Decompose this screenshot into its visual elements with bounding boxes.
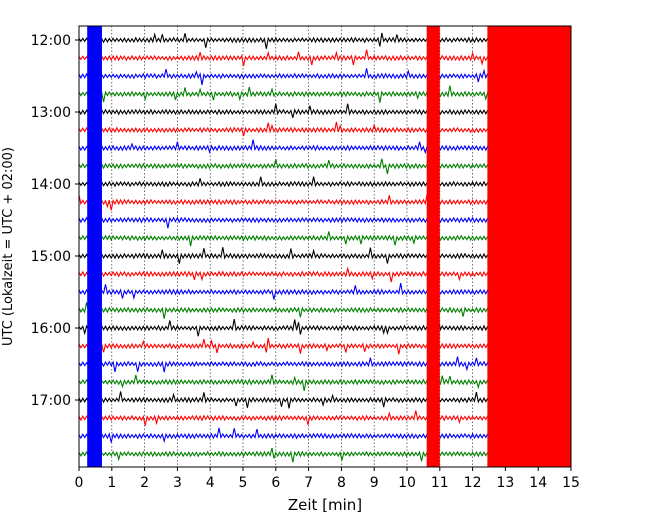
x-tick-label: 2 <box>140 475 149 491</box>
y-tick-label: 15:00 <box>31 249 71 265</box>
x-tick-label: 8 <box>337 475 346 491</box>
x-tick-label: 1 <box>107 475 116 491</box>
saturated-segments <box>87 26 571 467</box>
x-tick-label: 13 <box>496 475 514 491</box>
x-tick-label: 10 <box>398 475 416 491</box>
x-tick-label: 11 <box>431 475 449 491</box>
x-axis: 0 1 2 3 4 5 6 7 8 9 10 11 12 13 14 15 <box>75 467 580 491</box>
saturated-segment <box>426 26 440 467</box>
y-tick-label: 13:00 <box>31 105 71 121</box>
y-tick-label: 12:00 <box>31 33 71 49</box>
x-tick-label: 0 <box>75 475 84 491</box>
x-tick-label: 3 <box>173 475 182 491</box>
y-tick-label: 16:00 <box>31 321 71 337</box>
saturated-segment <box>87 26 102 467</box>
x-tick-label: 9 <box>370 475 379 491</box>
y-tick-label: 17:00 <box>31 393 71 409</box>
plot-frame <box>78 25 572 468</box>
x-axis-label: Zeit [min] <box>288 496 362 514</box>
saturated-segment <box>487 26 571 467</box>
x-tick-label: 4 <box>206 475 215 491</box>
x-tick-label: 15 <box>562 475 580 491</box>
x-tick-label: 7 <box>304 475 313 491</box>
y-tick-label: 14:00 <box>31 177 71 193</box>
y-axis-label: UTC (Lokalzeit = UTC + 02:00) <box>1 147 16 346</box>
x-tick-label: 5 <box>239 475 248 491</box>
x-tick-label: 6 <box>271 475 280 491</box>
y-axis: 12:00 13:00 14:00 15:00 16:00 17:00 <box>31 33 79 409</box>
x-tick-label: 12 <box>464 475 482 491</box>
x-tick-label: 14 <box>529 475 547 491</box>
